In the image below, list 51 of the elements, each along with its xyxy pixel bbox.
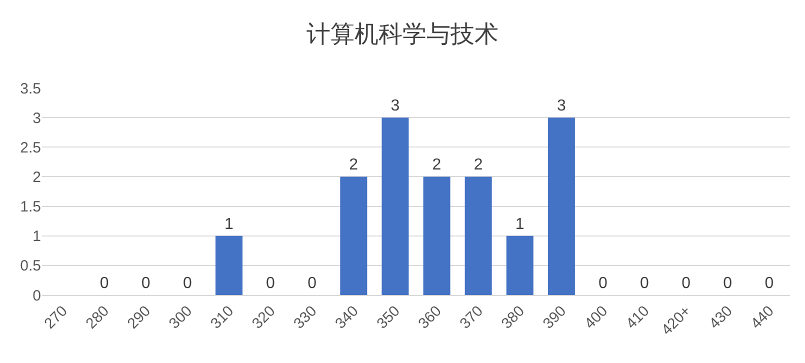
x-tick-label: 300	[166, 302, 196, 332]
data-label: 0	[141, 275, 150, 292]
data-label: 2	[349, 156, 358, 174]
bar	[464, 176, 492, 295]
y-tick-label: 1.5	[20, 198, 41, 216]
x-tick-label: 290	[124, 302, 154, 332]
x-tick-label: 360	[415, 302, 445, 332]
x-tick-label: 440	[748, 302, 778, 332]
data-label: 0	[640, 275, 650, 292]
data-label: 3	[390, 98, 400, 115]
x-tick-label: 390	[540, 302, 570, 332]
bar	[340, 176, 368, 295]
x-tick-label: 310	[207, 302, 238, 332]
data-label: 0	[723, 275, 732, 292]
y-tick-label: 1	[32, 228, 41, 246]
data-label: 2	[432, 156, 442, 174]
data-label: 0	[100, 275, 109, 292]
y-tick-label: 3.5	[20, 80, 41, 98]
bar	[548, 118, 575, 295]
data-label: 1	[515, 216, 524, 233]
y-tick-label: 2.5	[20, 139, 41, 156]
chart-title: 计算机科学与技术	[306, 21, 498, 48]
x-tick-label: 400	[581, 302, 612, 332]
y-tick-label: 0.5	[20, 258, 41, 275]
data-label: 3	[556, 98, 566, 115]
y-tick-label: 0	[32, 287, 41, 304]
bar	[506, 236, 534, 295]
data-label: 0	[598, 275, 608, 292]
x-tick-label: 320	[248, 302, 279, 332]
x-tick-label: 350	[374, 302, 404, 332]
data-label: 0	[308, 275, 317, 292]
y-tick-label: 3	[32, 110, 41, 127]
x-tick-label: 270	[41, 302, 71, 332]
x-tick-label: 340	[332, 302, 362, 332]
x-tick-label: 280	[82, 302, 112, 332]
x-tick-label: 430	[706, 302, 736, 332]
data-label: 0	[764, 275, 774, 292]
data-label: 0	[266, 275, 276, 292]
bar	[382, 118, 409, 295]
x-tick-label: 410	[622, 302, 653, 332]
data-label: 0	[182, 275, 192, 292]
bar	[423, 176, 450, 295]
x-tick-label: 370	[456, 302, 486, 332]
bar	[215, 236, 243, 295]
data-label: 2	[474, 156, 483, 174]
x-tick-label: 420+	[658, 302, 694, 339]
data-label: 0	[682, 275, 691, 292]
y-tick-label: 2	[32, 168, 41, 186]
data-label: 1	[224, 216, 234, 233]
x-tick-label: 380	[498, 302, 528, 332]
x-tick-label: 330	[290, 302, 320, 332]
